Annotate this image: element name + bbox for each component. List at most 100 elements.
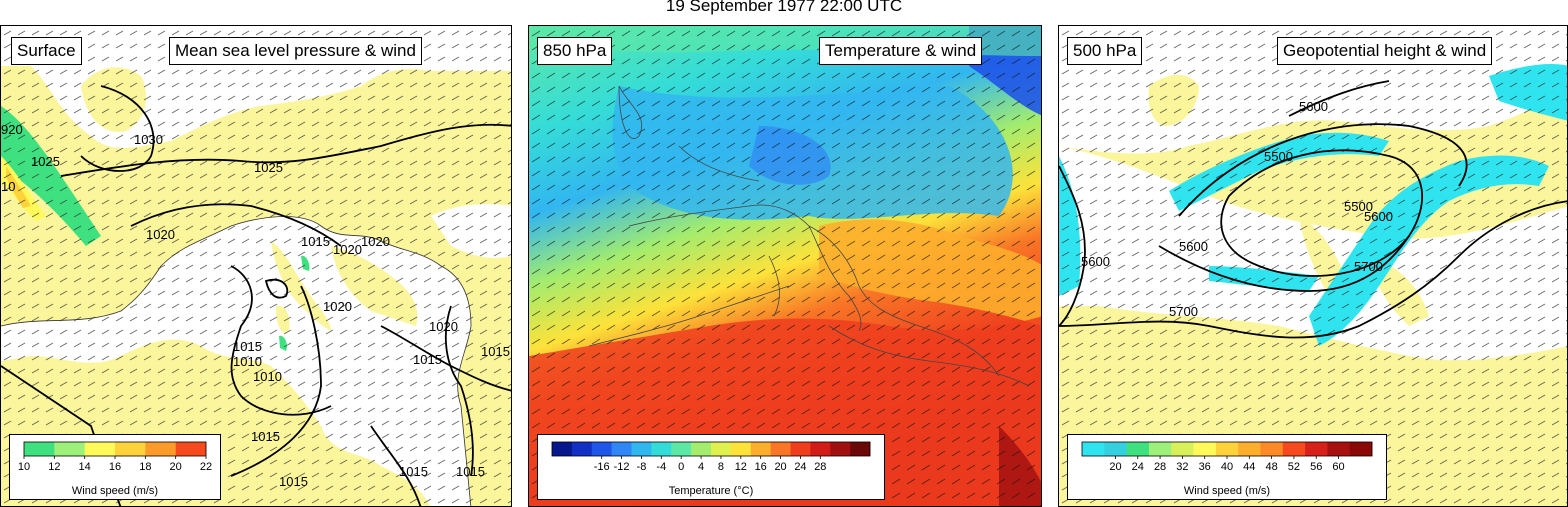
figure-title: 19 September 1977 22:00 UTC [665, 0, 903, 15]
colorbar-swatch [1305, 442, 1328, 456]
colorbar-tick-label: 48 [1265, 461, 1277, 473]
colorbar-tick-label: 18 [139, 461, 151, 473]
contour-label: 5600 [1364, 209, 1393, 224]
contour-label: 5700 [1169, 304, 1198, 319]
isobar-label: 1025 [254, 160, 283, 175]
colorbar-swatch [1282, 442, 1306, 456]
colorbar-swatch [115, 442, 146, 456]
wind-speed-legend: 20 24 28 32 36 40 44 48 52 56 60 Wind speed (m/s) [1067, 434, 1387, 500]
colorbar-tick-label: 22 [200, 461, 212, 473]
contour-label: 5600 [1299, 99, 1328, 114]
colorbar-swatch [571, 442, 593, 456]
isobar-label: 1010 [253, 369, 282, 384]
colorbar-tick-label: 12 [735, 461, 747, 473]
colorbar-swatch [1215, 442, 1239, 456]
colorbar-frame [551, 441, 871, 457]
colorbar-tick-label: 0 [678, 461, 684, 473]
colorbar-swatch [790, 442, 811, 456]
colorbar-swatch [591, 442, 612, 456]
colorbar-tick-label: 32 [1176, 461, 1188, 473]
wind-speed-legend: 10 12 14 16 18 20 22 Wind speed (m/s) [9, 434, 221, 500]
isobar-labels: 1030 1025 1025 1020 1020 1015 1020 1020 … [1, 122, 510, 489]
colorbar-swatch [84, 442, 116, 456]
colorbar-tick-label: 56 [1310, 461, 1322, 473]
colorbar-swatch [1171, 442, 1194, 456]
colorbar-swatch [1193, 442, 1217, 456]
isobar-label: 1020 [323, 299, 352, 314]
colorbar-swatch [1148, 442, 1172, 456]
colorbar-swatch [830, 442, 851, 456]
colorbar-swatch [651, 442, 672, 456]
colorbar-swatch [850, 442, 871, 456]
colorbar-tick-label: 24 [794, 461, 806, 473]
colorbar-tick-label: 20 [1109, 461, 1121, 473]
colorbar-tick-label: 20 [774, 461, 786, 473]
colorbar-swatch [1104, 442, 1127, 456]
isobar-label: 1015 [456, 464, 485, 479]
colorbar-tick-label: 52 [1288, 461, 1300, 473]
colorbar-swatch [611, 442, 632, 456]
colorbar-swatch [175, 442, 207, 456]
colorbar-ticks: 20 24 28 32 36 40 44 48 52 56 60 [1109, 456, 1345, 473]
colorbar-swatch [1327, 442, 1350, 456]
field-label: Mean sea level pressure & wind [169, 37, 422, 65]
isobar-label: 1030 [134, 132, 163, 147]
colorbar-swatch [810, 442, 831, 456]
colorbar-tick-label: 36 [1199, 461, 1211, 473]
isobar-label: 1015 [251, 429, 280, 444]
level-label: Surface [11, 37, 82, 65]
colorbar-swatch [1238, 442, 1261, 456]
colorbar-tick-label: 8 [718, 461, 724, 473]
geopotential-map: 5600 5500 5500 5600 5600 5600 5700 5700 [1059, 26, 1567, 506]
height-contours [1059, 80, 1567, 339]
colorbar-tick-label: -8 [637, 461, 647, 473]
colorbar-tick-label: -16 [594, 461, 610, 473]
colorbar-ticks: 10 12 14 16 18 20 22 [18, 456, 212, 473]
isobar-label: 1015 [301, 234, 330, 249]
colorbar-tick-label: 16 [109, 461, 121, 473]
contour-label: 5600 [1179, 239, 1208, 254]
isobar-label: 1015 [233, 339, 262, 354]
legend-title: Temperature (°C) [668, 485, 754, 497]
isobar-label: 1020 [333, 242, 362, 257]
isobars [1, 85, 511, 506]
colorbar-tick-label: -12 [614, 461, 630, 473]
colorbar-tick-label: 16 [755, 461, 767, 473]
colorbar-swatch [552, 442, 573, 456]
isobar-label: 1020 [146, 227, 175, 242]
colorbar-swatch [671, 442, 692, 456]
colorbar-swatch [691, 442, 712, 456]
isobar-label: 920 [1, 122, 23, 137]
colorbar-swatch [711, 442, 732, 456]
isobar-label: 1015 [399, 464, 428, 479]
colorbar-swatch [1349, 442, 1373, 456]
colorbar-swatch [24, 442, 55, 456]
colorbar-ticks: -16 -12 -8 -4 0 4 8 12 16 20 24 28 [594, 456, 826, 473]
colorbar-tick-label: -4 [656, 461, 666, 473]
coastlines [588, 85, 1030, 387]
colorbar-tick-label: 4 [698, 461, 704, 473]
contour-label: 5500 [1264, 149, 1293, 164]
850hpa-panel: 850 hPa Temperature & wind -16 -12 -8 -4 0 4 8… [528, 25, 1042, 507]
colorbar-tick-label: 44 [1243, 461, 1255, 473]
colorbar-tick-label: 20 [170, 461, 182, 473]
isobar-label: 1015 [481, 344, 510, 359]
colorbar-swatches [23, 441, 207, 457]
colorbar-tick-label: 10 [18, 461, 30, 473]
level-label: 500 hPa [1067, 37, 1143, 65]
surface-map: 1030 1025 1025 1020 1020 1015 1020 1020 … [1, 26, 511, 506]
field-label: Geopotential height & wind [1277, 37, 1493, 65]
contour-label: 5500 [1344, 199, 1373, 214]
contour-label: 5600 [1081, 254, 1110, 269]
colorbar-swatch [145, 442, 176, 456]
colorbar: 20 24 28 32 36 40 44 48 52 56 60 [1081, 441, 1373, 473]
colorbar-swatch [1082, 442, 1105, 456]
contour-labels: 5600 5500 5500 5600 5600 5600 5700 5700 [1081, 99, 1393, 319]
colorbar: -16 -12 -8 -4 0 4 8 12 16 20 24 28 [551, 441, 871, 473]
colorbar-swatch [770, 442, 791, 456]
colorbar-swatch [1126, 442, 1150, 456]
legend-title: Wind speed (m/s) [1183, 485, 1271, 497]
colorbar-tick-label: 60 [1332, 461, 1344, 473]
isobar-label: 1020 [429, 319, 458, 334]
colorbar-tick-label: 24 [1132, 461, 1144, 473]
